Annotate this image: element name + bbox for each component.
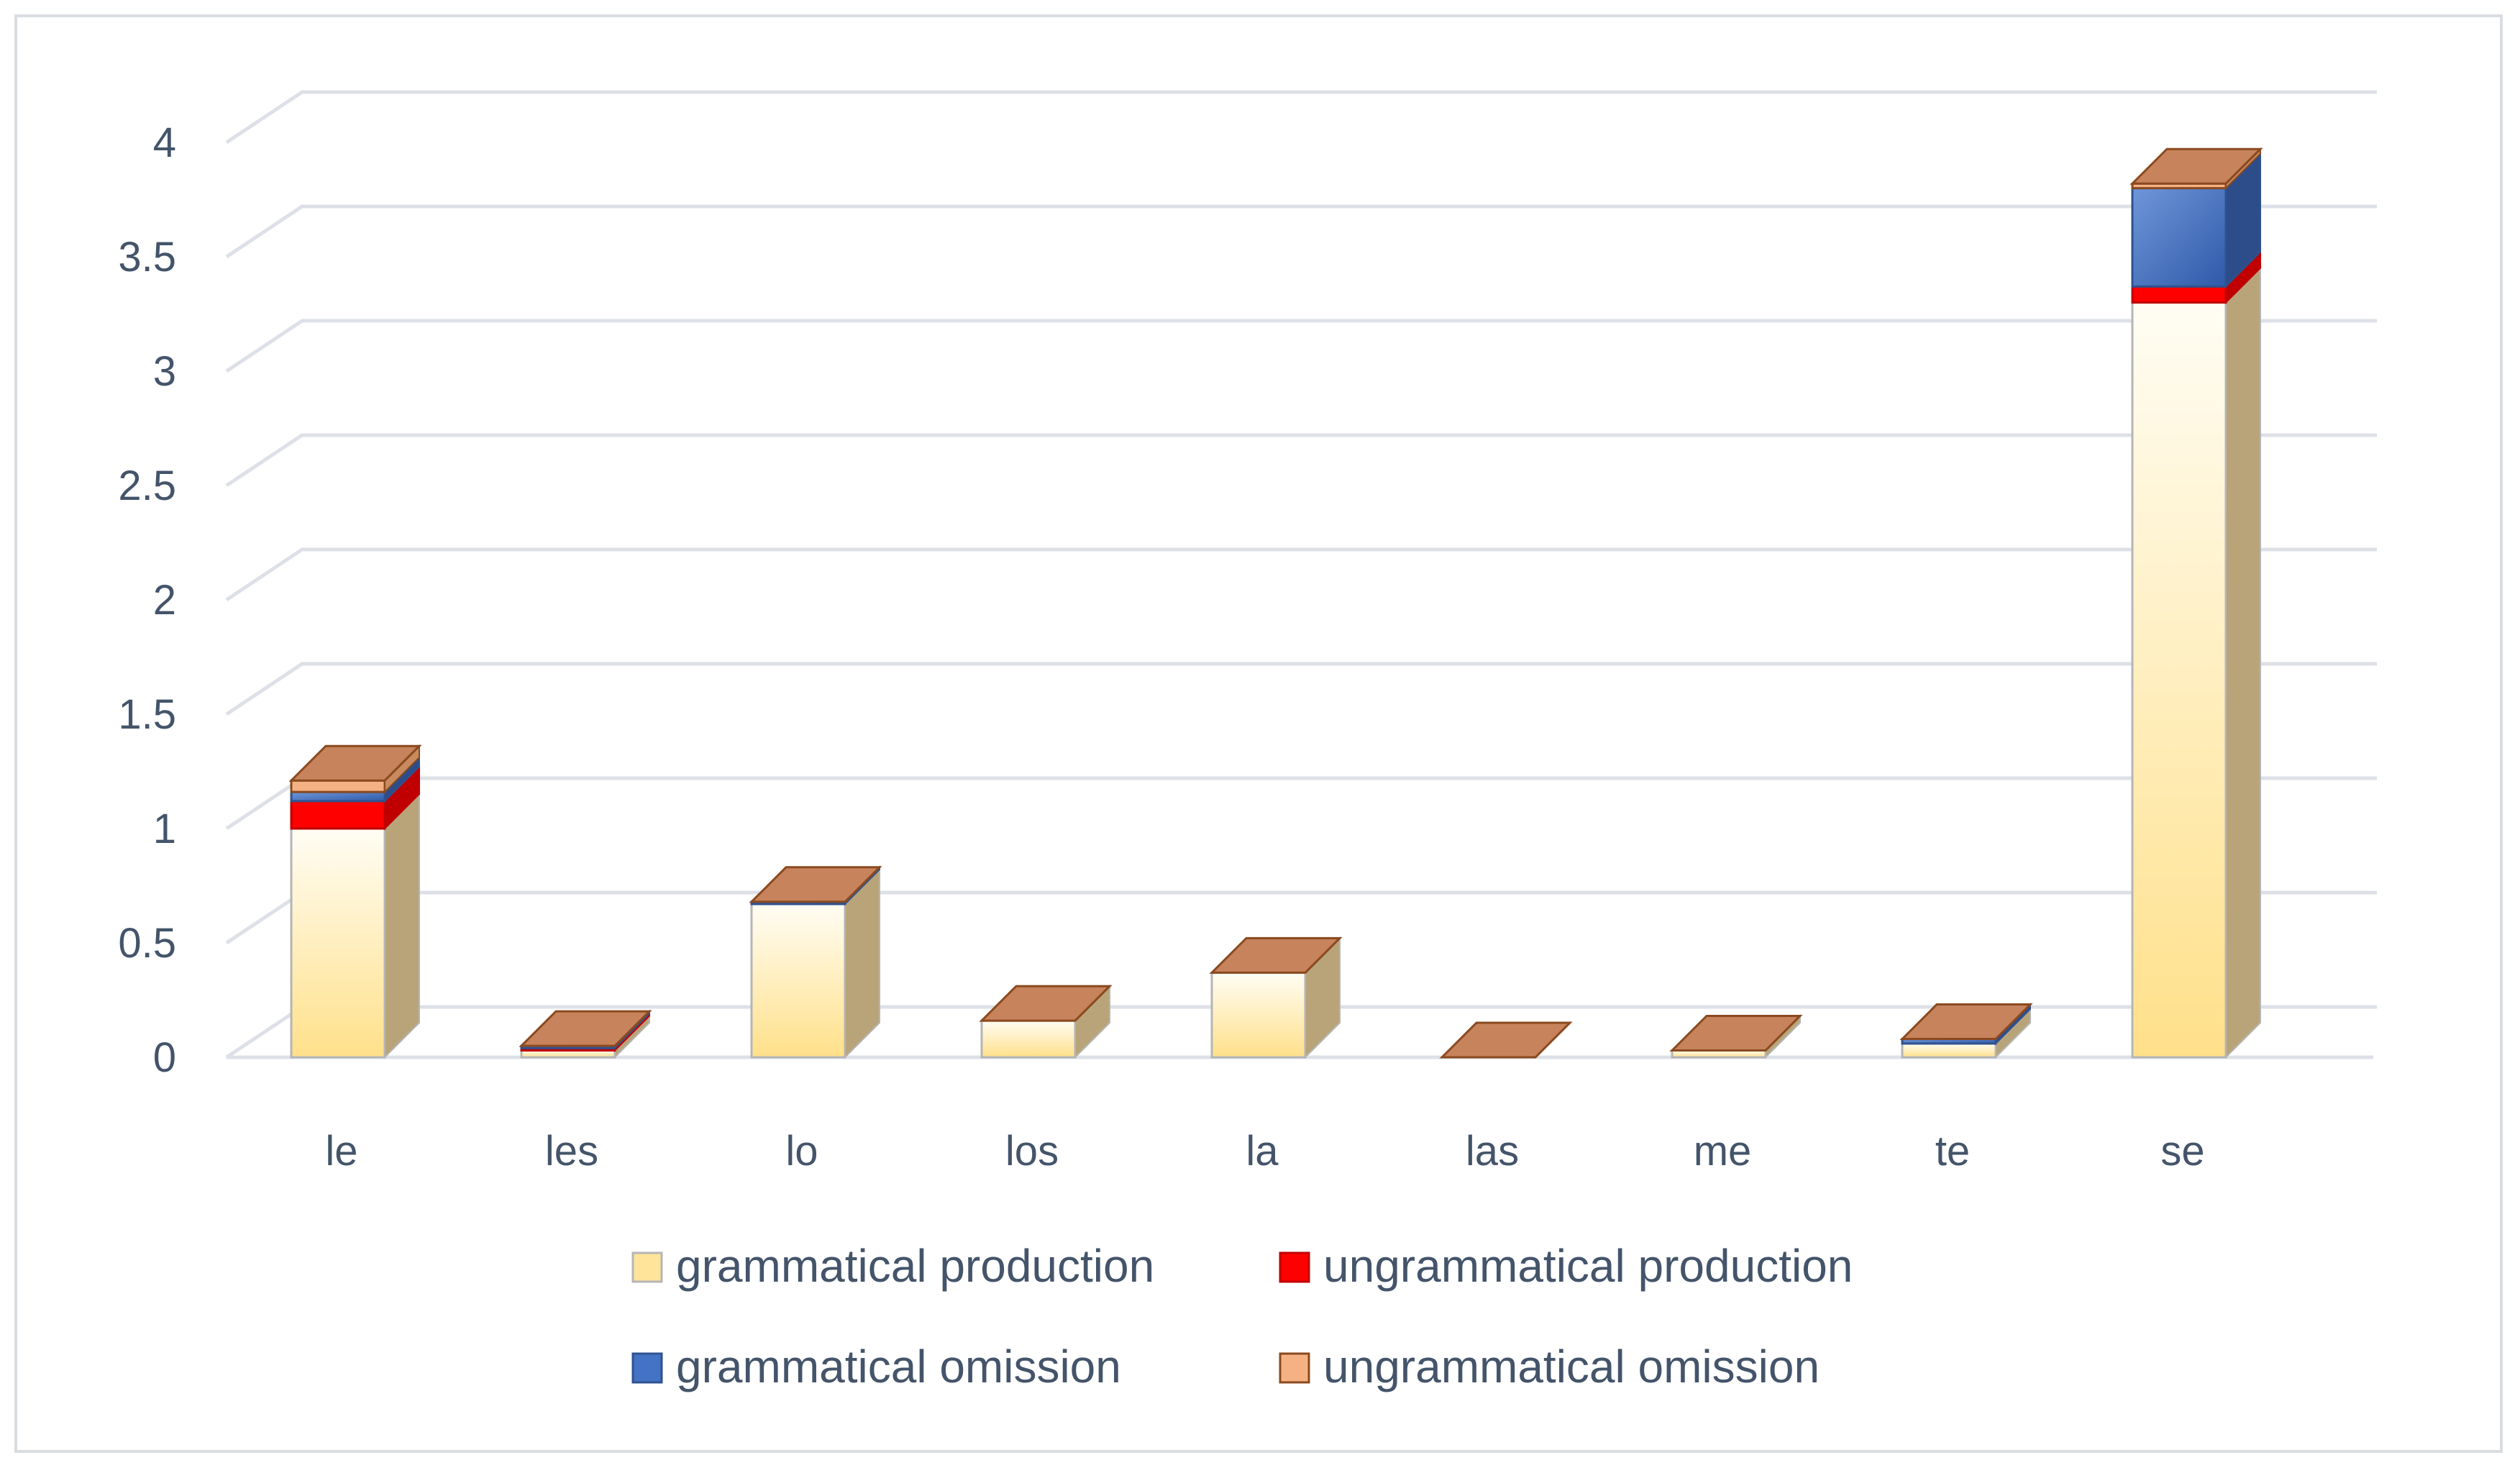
bar-top-cap — [2129, 147, 2263, 185]
y-tick-label: 1.5 — [118, 691, 176, 738]
grid-line — [225, 433, 2377, 488]
grid-line — [225, 547, 2377, 602]
bar-segment — [1210, 936, 1341, 1059]
x-category-label: les — [545, 1128, 598, 1175]
bar-segment-front — [290, 827, 386, 1059]
x-category-label: se — [2160, 1128, 2204, 1175]
y-axis-ticks: 0 0.5 1 1.5 2 2.5 3 3.5 4 — [118, 119, 176, 1081]
y-tick-label: 2.5 — [118, 462, 176, 509]
bar-top-cap — [519, 1010, 652, 1047]
grid-line — [225, 90, 2377, 145]
bar-segment-front — [2131, 301, 2227, 1059]
y-tick-label: 2 — [153, 577, 176, 624]
bar-top-cap — [1209, 936, 1343, 974]
bar-segment-front — [1210, 971, 1307, 1059]
bar-segment-front — [290, 779, 386, 793]
grid-line — [225, 662, 2377, 716]
y-tick-label: 3.5 — [118, 234, 176, 281]
legend-label: ungrammatical production — [1323, 1240, 1853, 1292]
grid-line — [225, 776, 2377, 831]
bar-segment-front — [2131, 187, 2227, 288]
x-axis-category-labels: le les lo los la las me te se — [325, 1128, 2204, 1175]
bar-segment-front — [750, 903, 846, 1059]
bar-top-cap — [1439, 1021, 1573, 1059]
legend-swatch — [631, 1251, 663, 1283]
bars — [288, 147, 2263, 1059]
bar-top-cap — [979, 985, 1113, 1022]
bar-top-cap — [288, 744, 422, 782]
x-category-label: las — [1466, 1128, 1519, 1175]
grid-line — [225, 319, 2377, 373]
bar-segment — [2131, 250, 2261, 305]
y-tick-label: 0 — [153, 1034, 176, 1081]
bar-segment-front — [980, 1019, 1077, 1059]
legend: grammatical production ungrammatical prod… — [631, 1240, 1853, 1392]
bar-top-cap — [749, 866, 882, 903]
legend-swatch — [631, 1352, 663, 1384]
bar-top-cap — [1899, 1003, 2033, 1041]
y-tick-label: 4 — [153, 119, 176, 166]
bar-segment-front — [1901, 1042, 1997, 1059]
legend-swatch — [1279, 1251, 1310, 1283]
bar-segment-front — [290, 800, 386, 830]
grid-lines — [225, 90, 2377, 1059]
bar-segment-side — [384, 792, 420, 1059]
y-tick-label: 0.5 — [118, 920, 176, 967]
bar-segment-front — [2131, 285, 2227, 304]
bar-segment-side — [2225, 266, 2261, 1059]
y-tick-label: 3 — [153, 348, 176, 395]
x-category-label: le — [325, 1128, 357, 1175]
chart-frame — [14, 14, 2503, 1453]
bar-segment — [290, 755, 420, 803]
x-category-label: te — [1935, 1128, 1970, 1175]
legend-label: grammatical omission — [676, 1341, 1121, 1392]
legend-label: grammatical production — [676, 1240, 1154, 1292]
legend-swatch — [1279, 1352, 1310, 1384]
grid-line — [225, 890, 2377, 945]
x-category-label: me — [1694, 1128, 1752, 1175]
legend-label: ungrammatical omission — [1323, 1341, 1820, 1392]
bar-segment — [2131, 266, 2261, 1059]
bar-segment — [750, 867, 880, 1059]
x-category-label: lo — [785, 1128, 818, 1175]
x-category-label: los — [1005, 1128, 1059, 1175]
bar-segment — [290, 792, 420, 1059]
bar-segment-front — [290, 790, 386, 803]
x-category-label: la — [1246, 1128, 1279, 1175]
grid-line — [225, 204, 2377, 259]
y-tick-label: 1 — [153, 806, 176, 852]
bar-top-cap — [1669, 1014, 1803, 1052]
